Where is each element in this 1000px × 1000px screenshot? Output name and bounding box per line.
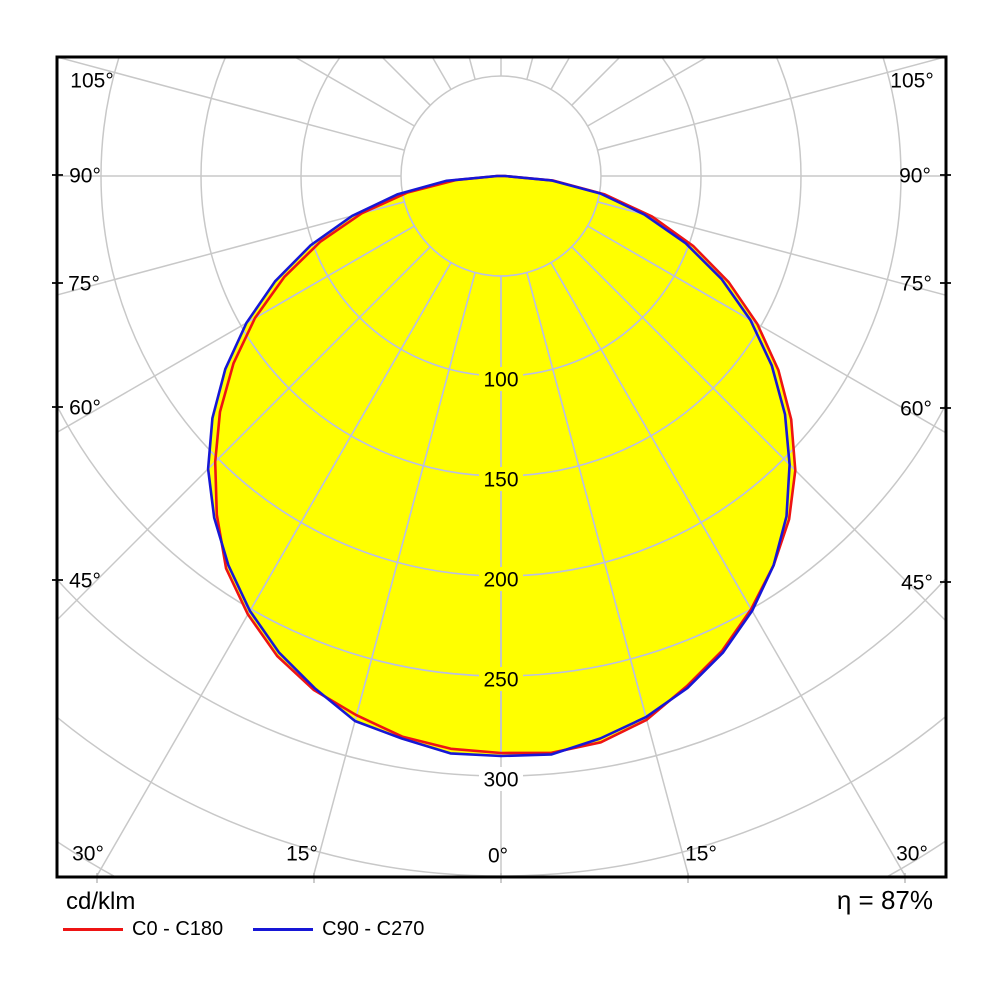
curve-c90-c270 [206, 174, 791, 758]
angle-label: 60° [69, 397, 101, 420]
legend-item-c0-c180: C0 - C180 [63, 918, 223, 941]
c0-c180-line-swatch [63, 928, 123, 931]
angle-label: 90° [899, 165, 931, 188]
ring-label: 150 [483, 469, 518, 492]
grid-ray [587, 225, 796, 597]
angle-label: 75° [900, 273, 932, 296]
angle-label: 105° [70, 70, 113, 93]
ring-label: 250 [483, 669, 518, 692]
angle-label: 45° [69, 570, 101, 593]
grid-ray [208, 225, 415, 597]
grid-ray [587, 57, 709, 127]
distribution-fill [208, 176, 796, 756]
units-label: cd/klm [66, 888, 136, 915]
angle-label: 75° [68, 273, 100, 296]
grid-ray [597, 57, 946, 151]
grid-ray [57, 201, 405, 296]
grid-ray [57, 57, 405, 151]
angle-label: 15° [685, 843, 717, 866]
grid-ray [551, 0, 921, 89]
grid-ray [0, 0, 404, 150]
grid-ray [0, 0, 414, 126]
legend-label-c0-c180: C0 - C180 [132, 918, 224, 940]
grid-ray [0, 0, 430, 105]
ring-label: 100 [483, 369, 518, 392]
grid-ray [208, 262, 452, 756]
legend: C0 - C180 C90 - C270 [63, 918, 424, 941]
legend-item-c90-c270: C90 - C270 [253, 918, 424, 941]
angle-label: 45° [901, 572, 933, 595]
angle-tick-labels: 105° 90° 75° 60° 45° 30° 105° 90° 75° 60° 45° 30° 15… [68, 70, 934, 868]
grid-ray [293, 57, 415, 127]
grid-ray [282, 272, 476, 756]
grid-ray [526, 272, 720, 756]
grid-ray [208, 246, 431, 756]
angle-label: 30° [72, 843, 104, 866]
ring-label: 200 [483, 569, 518, 592]
grid-ray [550, 262, 796, 756]
grid-ray [588, 0, 1000, 126]
grid-ray [431, 57, 452, 90]
ring-tick-labels: 100 150 200 250 300 [479, 367, 523, 792]
angle-label: 0° [488, 845, 508, 868]
grid-ray [598, 0, 1000, 150]
grid-ray [571, 246, 796, 756]
angle-label: 15° [286, 843, 318, 866]
grid-ray [550, 57, 571, 90]
angle-label: 30° [896, 843, 928, 866]
ring-label: 300 [483, 769, 518, 792]
grid-ray [81, 0, 451, 89]
curve-c0-c180 [213, 174, 797, 755]
grid-ray [597, 201, 946, 297]
grid-ray [380, 57, 431, 106]
c90-c270-line-swatch [253, 928, 314, 931]
grid-ray [571, 57, 622, 106]
angle-label: 105° [890, 70, 933, 93]
angle-label: 90° [69, 165, 101, 188]
plot-border [55, 55, 948, 879]
angle-label: 60° [900, 398, 932, 421]
grid-ray [572, 0, 1000, 105]
legend-label-c90-c270: C90 - C270 [322, 918, 425, 940]
efficiency-label: η = 87% [836, 885, 933, 915]
